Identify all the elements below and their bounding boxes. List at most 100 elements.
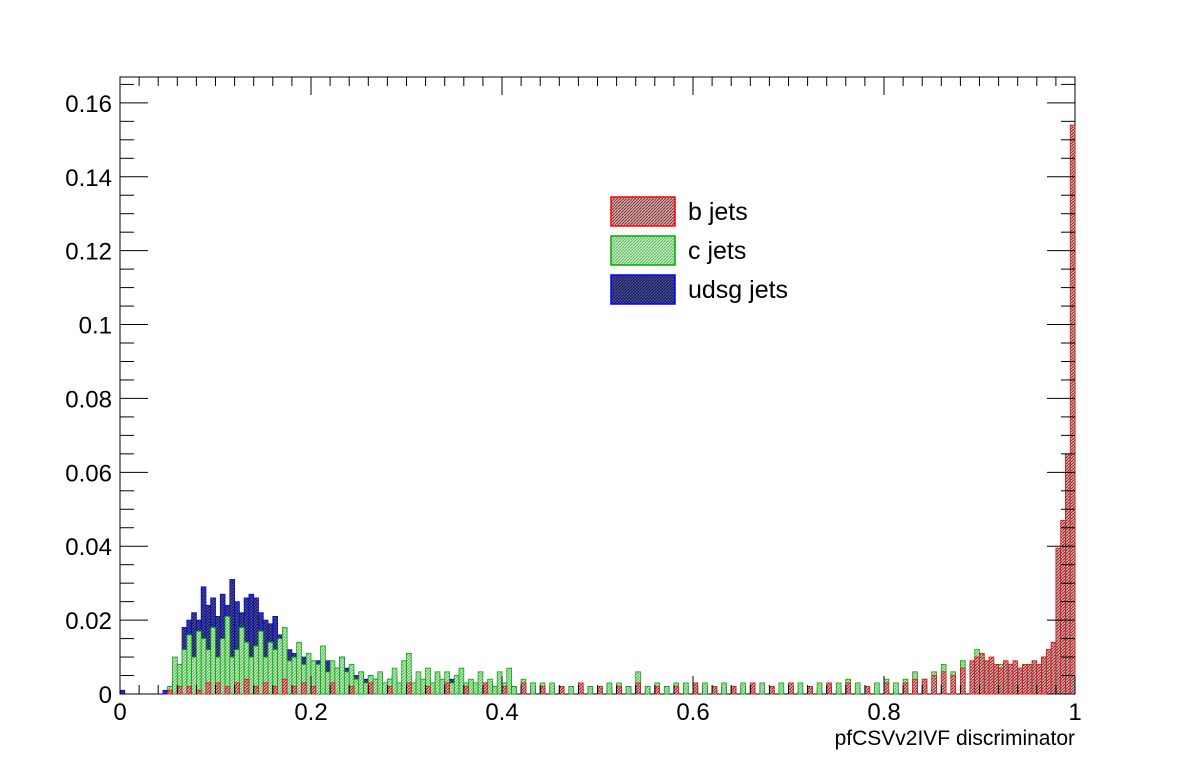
c-jets-bar [472, 682, 479, 695]
b-jets-bar [301, 682, 307, 695]
b-jets-bar [1017, 667, 1023, 695]
legend-swatch-b [610, 196, 676, 227]
b-jets-bar [921, 678, 928, 695]
c-jets-bar [224, 616, 231, 695]
c-jets-bar [181, 649, 188, 695]
b-jets-bar [195, 689, 202, 695]
c-jets-bar [219, 638, 226, 695]
c-jets-bar [320, 645, 326, 695]
b-jets-bar [983, 660, 990, 695]
c-jets-bar [477, 671, 484, 695]
b-jets-bar [769, 686, 775, 695]
b-jets-bar [329, 682, 336, 695]
b-jets-bar [1026, 664, 1033, 695]
c-jets-bar [229, 656, 235, 695]
b-jets-bar [310, 686, 317, 695]
c-jets-bar [248, 656, 255, 695]
b-jets-bar [463, 686, 469, 695]
c-jets-bar [191, 656, 197, 695]
legend-label-c: c jets [688, 237, 746, 265]
b-jets-bar [969, 660, 976, 695]
b-jets-bar [482, 682, 489, 695]
b-jets-peak-bar [1069, 124, 1076, 695]
c-jets-bar [506, 667, 512, 695]
b-jets-bar [1007, 664, 1014, 695]
b-jets-bar [367, 682, 374, 695]
b-jets-bar [902, 682, 909, 695]
b-jets-bar [998, 667, 1004, 695]
c-jets-bar [854, 682, 861, 695]
b-jets-bar [974, 656, 980, 695]
c-jets-bar [195, 630, 202, 695]
legend-label-udsg: udsg jets [688, 276, 788, 304]
y-tick-label: 0.12 [65, 239, 112, 266]
c-jets-bar [644, 686, 651, 695]
c-jets-bar [458, 667, 465, 695]
plot-frame [119, 76, 1076, 695]
b-jets-bar [243, 678, 250, 695]
b-jets-bar [386, 686, 393, 695]
x-tick-labels: 0 0.2 0.4 0.6 0.8 1 [113, 699, 1081, 726]
c-jets-bar [415, 671, 422, 695]
b-jets-bar [931, 675, 937, 695]
c-jets-bar [391, 667, 398, 695]
b-jets-bar [520, 682, 527, 695]
c-jets-bar [487, 678, 493, 695]
x-tick-label: 0.8 [867, 699, 900, 726]
b-jets-bar [1022, 664, 1028, 695]
c-jets-bar [363, 682, 369, 695]
b-jets-bar [1012, 660, 1019, 695]
b-jets-bar [224, 686, 231, 695]
b-jets-bar [979, 652, 985, 695]
b-jets-peak-bar [1055, 547, 1062, 695]
b-jets-bar [406, 682, 412, 695]
b-jets-bar [348, 686, 355, 695]
c-jets-bar [238, 627, 245, 695]
c-jets-bars [167, 616, 1076, 695]
c-jets-bar [267, 641, 274, 695]
c-jets-bar [410, 682, 417, 695]
c-jets-bar [286, 660, 293, 695]
c-jets-bar [587, 686, 594, 695]
b-jets-bar [234, 682, 240, 695]
c-jets-bar [434, 671, 441, 695]
x-tick-label: 0.2 [294, 699, 327, 726]
y-tick-label: 0.1 [79, 313, 112, 340]
c-jets-bar [401, 660, 407, 695]
c-jets-bar [200, 638, 207, 695]
b-jets-bar [711, 686, 718, 695]
c-jets-bar [277, 638, 283, 695]
b-jets-bar [807, 686, 813, 695]
b-jets-bar [616, 686, 622, 695]
c-jets-bar [835, 682, 842, 695]
legend-swatch-c [610, 235, 676, 266]
c-jets-bar [625, 686, 632, 695]
b-jets-bar [539, 686, 546, 695]
b-jets-bar [940, 671, 947, 695]
c-jets-bar [530, 682, 536, 695]
c-jets-bar [210, 627, 216, 695]
y-tick-label: 0.02 [65, 608, 112, 635]
c-jets-bar [358, 671, 364, 695]
c-jets-bar [702, 682, 708, 695]
udsg-jets-bar [162, 689, 169, 695]
x-tick-label: 0.6 [676, 699, 709, 726]
c-jets-bar [496, 671, 503, 695]
b-jets-bar [1031, 660, 1038, 695]
c-jets-bar [353, 678, 360, 695]
b-jets-bar [501, 686, 508, 695]
c-jets-bar [172, 656, 178, 695]
c-jets-bar [439, 678, 446, 695]
b-jets-peak-bar [1041, 656, 1047, 695]
b-jets-bar [444, 682, 450, 695]
c-jets-bar [296, 641, 302, 695]
legend-label-b: b jets [688, 198, 748, 226]
c-jets-bar [377, 671, 384, 695]
b-jets-bar [578, 682, 584, 695]
y-tick-label: 0.08 [65, 386, 112, 413]
b-jets-bar [635, 682, 641, 695]
y-tick-labels: 0 0.02 0.04 0.06 0.08 0.1 0.12 0.14 0.16 [65, 91, 112, 709]
b-jets-bar [845, 682, 851, 695]
y-tick-label: 0.06 [65, 460, 112, 487]
